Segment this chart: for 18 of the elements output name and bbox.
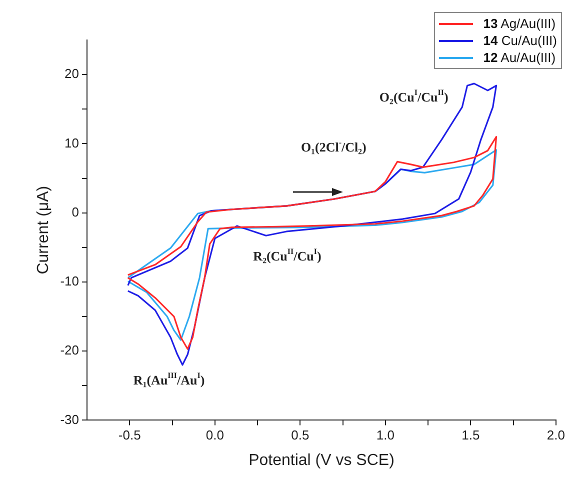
legend-label: 12 Au/Au(III) — [483, 50, 556, 65]
x-tick-label: 1.0 — [376, 428, 394, 443]
y-tick-label: -10 — [60, 274, 79, 289]
legend-label: 14 Cu/Au(III) — [483, 33, 557, 48]
y-tick-label: 0 — [72, 204, 79, 220]
x-tick-label: 2.0 — [546, 428, 566, 443]
x-tick-label: 1.5 — [462, 428, 480, 443]
x-tick-label: 0.0 — [206, 428, 224, 443]
annotation: O₁(2Cl-/Cl₂) — [301, 138, 366, 154]
x-tick-label: 0.5 — [291, 428, 310, 443]
x-axis-title: Potential (V vs SCE) — [248, 452, 394, 469]
y-tick-label: 20 — [64, 66, 79, 82]
x-tick-label: -0.5 — [118, 428, 141, 443]
y-tick-label: -30 — [60, 412, 79, 427]
y-tick-label: -20 — [60, 342, 79, 358]
y-axis-title: Current (μA) — [35, 186, 52, 274]
legend-label: 13 Ag/Au(III) — [483, 16, 556, 31]
y-tick-label: 10 — [64, 135, 79, 150]
